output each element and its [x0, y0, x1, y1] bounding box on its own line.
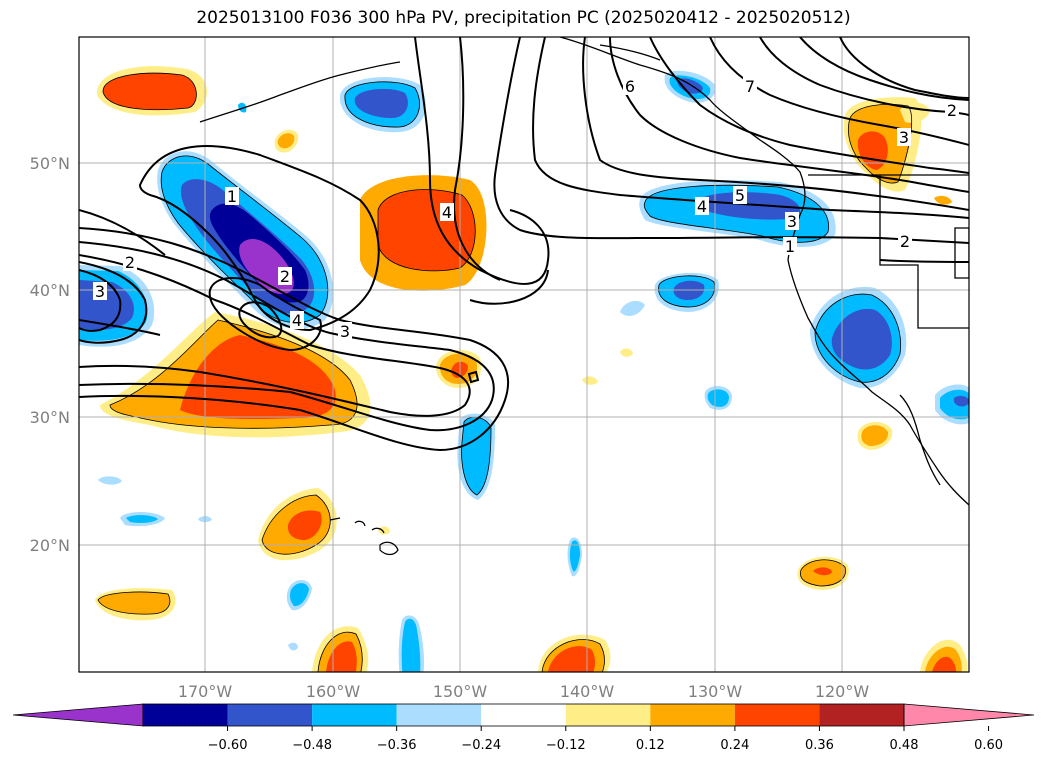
contour-label: 2: [947, 101, 957, 120]
colorbar-extend-low: [12, 703, 144, 727]
contour-label: 7: [745, 77, 755, 96]
contour-label: 2: [125, 253, 135, 272]
contour-label: 6: [625, 77, 635, 96]
contour-label: 4: [292, 311, 302, 330]
contour-label: 3: [899, 128, 909, 147]
colorbar-tick-label: 0.36: [805, 738, 834, 753]
colorbar-tick-label: −0.48: [292, 738, 332, 753]
contour-label: 4: [442, 203, 452, 222]
latitude-labels: 50°N 40°N 30°N 20°N: [30, 154, 70, 555]
contour-label: 1: [785, 237, 795, 256]
colorbar-tick-label: −0.60: [208, 738, 248, 753]
positive-anomaly-regions: [95, 66, 968, 672]
contour-label: 1: [227, 187, 237, 206]
lon-label: 120°W: [815, 682, 870, 701]
colorbar-segment: [227, 704, 313, 726]
colorbar-segment: [481, 704, 566, 726]
contour-label: 3: [787, 212, 797, 231]
colorbar-tick-label: 0.12: [636, 738, 665, 753]
gridlines: [79, 37, 969, 672]
lon-label: 130°W: [688, 682, 743, 701]
lon-label: 170°W: [178, 682, 233, 701]
colorbar-tick-label: 0.48: [890, 738, 919, 753]
colorbar-tick-label: −0.36: [377, 738, 417, 753]
colorbar-segment: [819, 704, 904, 726]
colorbar-segment: [143, 704, 228, 726]
hawaii-islands: [329, 517, 399, 556]
lat-label: 40°N: [30, 281, 70, 300]
contour-label: 4: [697, 197, 707, 216]
contour-label: 3: [95, 282, 105, 301]
colorbar-segment: [650, 704, 735, 726]
colorbar: −0.60 −0.48 −0.36 −0.24 −0.12 0.12 0.24 0.36 0.4…: [12, 703, 1035, 753]
colorbar-tick-label: −0.24: [461, 738, 501, 753]
colorbar-extend-high: [903, 703, 1035, 727]
colorbar-segment: [734, 704, 820, 726]
contour-label: 5: [735, 186, 745, 205]
colorbar-tick-label: −0.12: [546, 738, 586, 753]
map-area: 1 2 3 4 5 6 7 2 3 4 3 2 1 2: [79, 37, 969, 672]
map-title: 2025013100 F036 300 hPa PV, precipitatio…: [196, 8, 851, 28]
anomaly-outlines: [97, 72, 912, 672]
colorbar-outline: [142, 703, 905, 727]
contour-label: 3: [340, 322, 350, 341]
colorbar-segment: [396, 704, 482, 726]
colorbar-tick-label: 0.24: [720, 738, 749, 753]
lat-label: 20°N: [30, 536, 70, 555]
longitude-labels: 170°W 160°W 150°W 140°W 130°W 120°W: [178, 682, 870, 701]
colorbar-segment: [312, 704, 397, 726]
pv-contours: [79, 37, 969, 452]
lon-label: 150°W: [433, 682, 488, 701]
lat-label: 30°N: [30, 408, 70, 427]
lat-label: 50°N: [30, 154, 70, 173]
contour-labels: 1 2 3 4 5 6 7 2 3 4 3 2 1 2: [93, 77, 959, 341]
contour-label: 2: [900, 232, 910, 251]
contour-label: 2: [280, 267, 290, 286]
colorbar-segment: [565, 704, 651, 726]
lon-label: 160°W: [306, 682, 361, 701]
colorbar-tick-label: 0.60: [974, 738, 1003, 753]
lon-label: 140°W: [560, 682, 615, 701]
map-frame: [78, 36, 970, 673]
